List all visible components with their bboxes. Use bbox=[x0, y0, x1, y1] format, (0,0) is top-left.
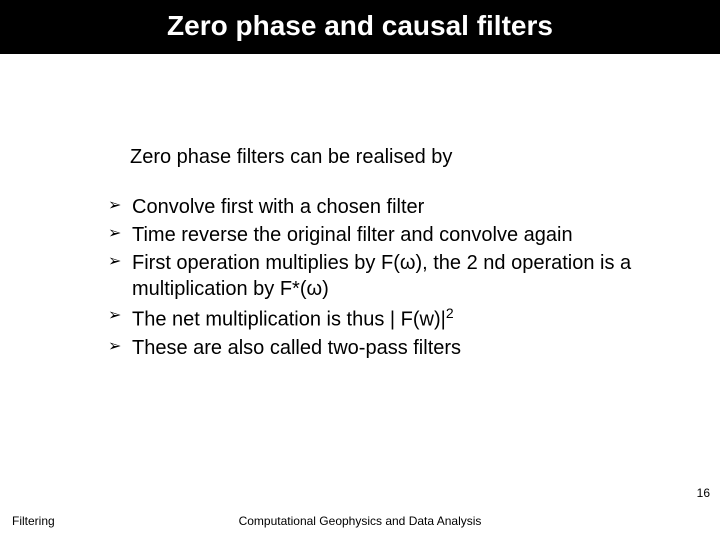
intro-text: Zero phase filters can be realised by bbox=[130, 144, 640, 170]
bullet-icon: ➢ bbox=[108, 337, 121, 358]
footer-left: Filtering bbox=[12, 514, 55, 528]
list-item: ➢ These are also called two-pass filters bbox=[108, 335, 640, 361]
bullet-text: First operation multiplies by F(ω), the … bbox=[132, 252, 631, 300]
list-item: ➢ First operation multiplies by F(ω), th… bbox=[108, 250, 640, 302]
list-item: ➢ Time reverse the original filter and c… bbox=[108, 222, 640, 248]
bullet-icon: ➢ bbox=[108, 224, 121, 245]
slide-title: Zero phase and causal filters bbox=[0, 0, 720, 54]
bullet-text: Convolve first with a chosen filter bbox=[132, 196, 424, 218]
page-number: 16 bbox=[697, 486, 710, 500]
list-item: ➢ The net multiplication is thus | F(w)|… bbox=[108, 304, 640, 333]
bullet-list: ➢ Convolve first with a chosen filter ➢ … bbox=[100, 194, 640, 361]
bullet-text: Time reverse the original filter and con… bbox=[132, 224, 573, 246]
bullet-icon: ➢ bbox=[108, 306, 121, 327]
list-item: ➢ Convolve first with a chosen filter bbox=[108, 194, 640, 220]
footer-center: Computational Geophysics and Data Analys… bbox=[239, 514, 482, 528]
bullet-icon: ➢ bbox=[108, 196, 121, 217]
bullet-text: The net multiplication is thus | F(w)| bbox=[132, 309, 446, 331]
superscript: 2 bbox=[446, 305, 454, 321]
bullet-icon: ➢ bbox=[108, 252, 121, 273]
slide-content: Zero phase filters can be realised by ➢ … bbox=[0, 54, 720, 361]
bullet-text: These are also called two-pass filters bbox=[132, 337, 461, 359]
